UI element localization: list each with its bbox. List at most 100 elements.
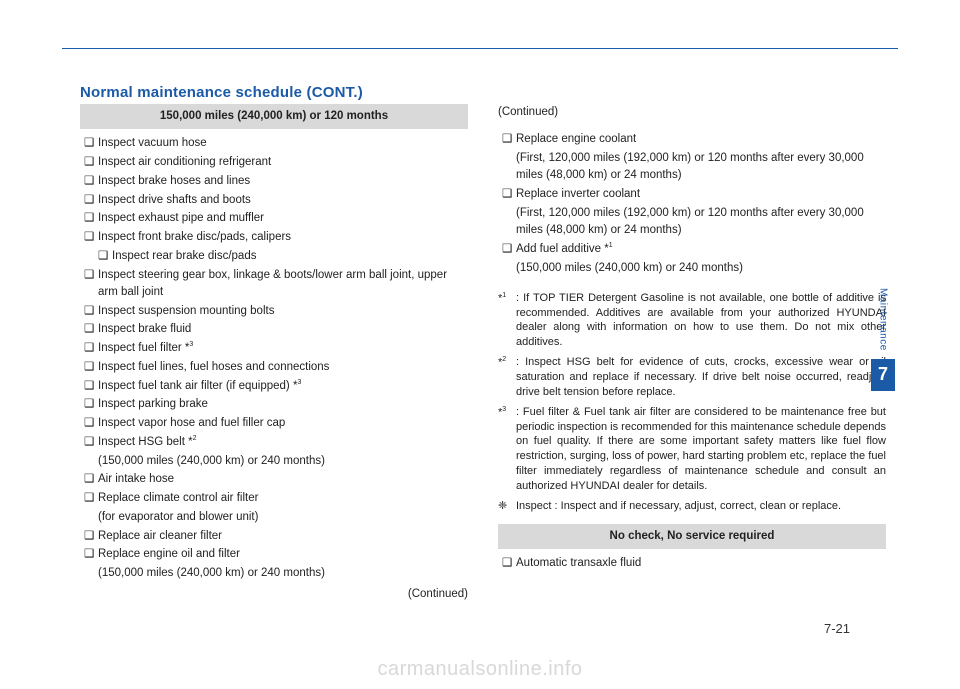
list-item: ❑Inspect vapor hose and fuel filler cap: [84, 415, 464, 432]
list-item: ❑Inspect brake fluid: [84, 321, 464, 338]
item-text: Automatic transaxle fluid: [516, 555, 882, 572]
side-tab: Maintenance 7: [868, 288, 898, 391]
list-item: ❑Automatic transaxle fluid: [502, 555, 882, 572]
list-item: ❑Replace engine oil and filter: [84, 546, 464, 563]
item-text: Inspect parking brake: [98, 396, 464, 413]
no-check-list: ❑Automatic transaxle fluid: [498, 549, 886, 572]
list-item: ❑Air intake hose: [84, 471, 464, 488]
item-text: Inspect brake hoses and lines: [98, 173, 464, 190]
item-text: Inspect rear brake disc/pads: [112, 248, 464, 265]
item-text: Add fuel additive *1: [516, 241, 882, 258]
item-text: Inspect drive shafts and boots: [98, 192, 464, 209]
list-item: ❑Inspect brake hoses and lines: [84, 173, 464, 190]
item-text: Inspect brake fluid: [98, 321, 464, 338]
bullet-icon: ❑: [84, 434, 98, 451]
item-text: Inspect fuel filter *3: [98, 340, 464, 357]
bullet-icon: ❑: [84, 471, 98, 488]
bullet-icon: ❑: [84, 490, 98, 507]
footnote-body: : If TOP TIER Detergent Gasoline is not …: [516, 291, 886, 350]
right-list: ❑Replace engine coolant(First, 120,000 m…: [498, 131, 886, 277]
bullet-icon: ❑: [84, 359, 98, 376]
continued-from: (Continued): [498, 104, 886, 121]
item-text: Replace climate control air filter: [98, 490, 464, 507]
bullet-icon: ❑: [502, 555, 516, 572]
bullet-icon: ❑: [84, 173, 98, 190]
item-text: Inspect vacuum hose: [98, 135, 464, 152]
item-text: Replace inverter coolant: [516, 186, 882, 203]
bullet-icon: ❑: [502, 131, 516, 148]
bullet-icon: ❑: [84, 267, 98, 302]
footnotes: *1: If TOP TIER Detergent Gasoline is no…: [498, 291, 886, 514]
bullet-icon: ❑: [502, 241, 516, 258]
item-text: Replace engine oil and filter: [98, 546, 464, 563]
item-subtext: (for evaporator and blower unit): [84, 509, 464, 526]
bullet-icon: ❑: [84, 210, 98, 227]
item-subtext: (150,000 miles (240,000 km) or 240 month…: [84, 565, 464, 582]
bullet-icon: ❑: [84, 229, 98, 246]
list-item: ❑Replace inverter coolant: [502, 186, 882, 203]
list-item: ❑Replace air cleaner filter: [84, 528, 464, 545]
page-content: Normal maintenance schedule (CONT.) 150,…: [62, 48, 898, 644]
item-text: Inspect air conditioning refrigerant: [98, 154, 464, 171]
top-rule: [62, 48, 898, 49]
list-item: ❑Inspect steering gear box, linkage & bo…: [84, 267, 464, 302]
list-item: ❑Replace engine coolant: [502, 131, 882, 148]
bullet-icon: ❑: [84, 528, 98, 545]
item-text: Inspect front brake disc/pads, calipers: [98, 229, 464, 246]
continued-indicator: (Continued): [80, 586, 468, 603]
footnote-mark: *3: [498, 405, 516, 494]
left-column: 150,000 miles (240,000 km) or 120 months…: [80, 104, 468, 604]
list-item: ❑Inspect vacuum hose: [84, 135, 464, 152]
bullet-icon: ❑: [84, 378, 98, 395]
bullet-icon: ❑: [84, 303, 98, 320]
bullet-icon: ❑: [84, 192, 98, 209]
item-text: Inspect suspension mounting bolts: [98, 303, 464, 320]
list-item: ❑Inspect fuel tank air filter (if equipp…: [84, 378, 464, 395]
item-subtext: (First, 120,000 miles (192,000 km) or 12…: [502, 205, 882, 240]
bullet-icon: ❑: [84, 415, 98, 432]
list-item: ❑Inspect air conditioning refrigerant: [84, 154, 464, 171]
bullet-icon: ❑: [84, 154, 98, 171]
page-number: 7-21: [824, 621, 850, 636]
list-item: ❑Inspect front brake disc/pads, calipers: [84, 229, 464, 246]
list-item: ❑Inspect drive shafts and boots: [84, 192, 464, 209]
bullet-icon: ❑: [84, 321, 98, 338]
section-title: Normal maintenance schedule (CONT.): [80, 84, 363, 101]
item-subtext: (150,000 miles (240,000 km) or 240 month…: [84, 453, 464, 470]
item-text: Inspect fuel lines, fuel hoses and conne…: [98, 359, 464, 376]
list-item: ❑Replace climate control air filter: [84, 490, 464, 507]
footnote: ❈Inspect : Inspect and if necessary, adj…: [498, 499, 886, 514]
footnote-body: Inspect : Inspect and if necessary, adju…: [516, 499, 886, 514]
footnote-mark: ❈: [498, 499, 516, 514]
left-list: ❑Inspect vacuum hose❑Inspect air conditi…: [80, 129, 468, 582]
list-item: ❑Inspect fuel filter *3: [84, 340, 464, 357]
item-text: Inspect vapor hose and fuel filler cap: [98, 415, 464, 432]
item-text: Replace engine coolant: [516, 131, 882, 148]
item-subtext: (150,000 miles (240,000 km) or 240 month…: [502, 260, 882, 277]
footnote-body: : Fuel filter & Fuel tank air filter are…: [516, 405, 886, 494]
footnote-mark: *1: [498, 291, 516, 350]
item-text: Inspect steering gear box, linkage & boo…: [98, 267, 464, 302]
footnote-body: : Inspect HSG belt for evidence of cuts,…: [516, 355, 886, 400]
no-check-section: No check, No service required ❑Automatic…: [498, 524, 886, 573]
item-text: Inspect HSG belt *2: [98, 434, 464, 451]
item-text: Air intake hose: [98, 471, 464, 488]
no-check-header: No check, No service required: [498, 524, 886, 549]
item-text: Inspect exhaust pipe and muffler: [98, 210, 464, 227]
footnote: *1: If TOP TIER Detergent Gasoline is no…: [498, 291, 886, 350]
columns: 150,000 miles (240,000 km) or 120 months…: [80, 104, 888, 604]
bullet-icon: ❑: [84, 396, 98, 413]
list-item: ❑Inspect exhaust pipe and muffler: [84, 210, 464, 227]
footnote: *3: Fuel filter & Fuel tank air filter a…: [498, 405, 886, 494]
bullet-icon: ❑: [98, 248, 112, 265]
watermark: carmanualsonline.info: [377, 658, 582, 681]
item-text: Replace air cleaner filter: [98, 528, 464, 545]
bullet-icon: ❑: [84, 340, 98, 357]
bullet-icon: ❑: [84, 546, 98, 563]
item-text: Inspect fuel tank air filter (if equippe…: [98, 378, 464, 395]
list-item: ❑Inspect rear brake disc/pads: [84, 248, 464, 265]
list-item: ❑Inspect fuel lines, fuel hoses and conn…: [84, 359, 464, 376]
footnote: *2: Inspect HSG belt for evidence of cut…: [498, 355, 886, 400]
footnote-mark: *2: [498, 355, 516, 400]
side-chapter-number: 7: [871, 359, 895, 391]
